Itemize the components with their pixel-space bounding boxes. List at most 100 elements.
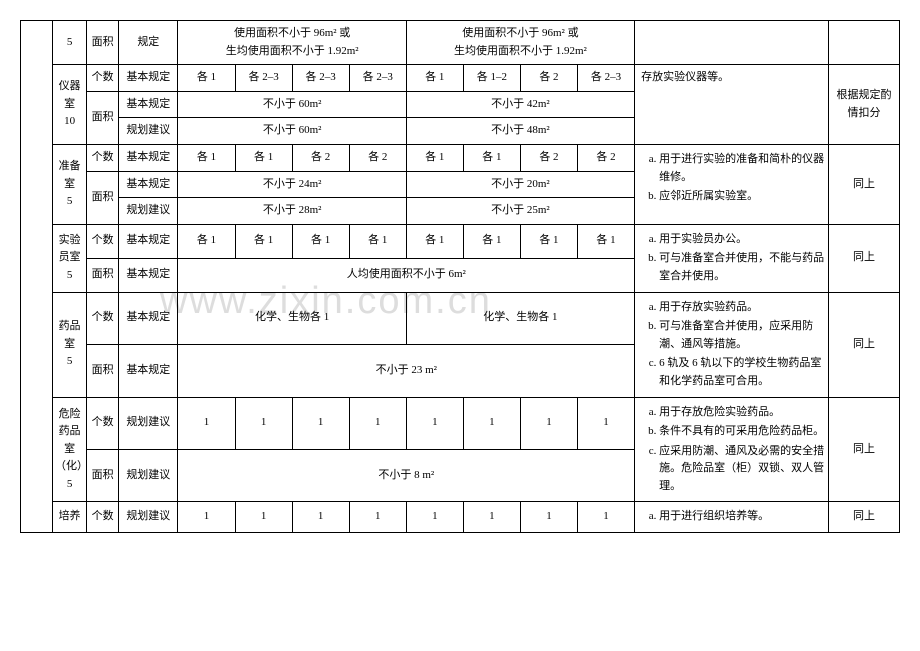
- cell: 各 1: [292, 224, 349, 258]
- cell: 基本规定: [119, 91, 178, 118]
- cell: 基本规定: [119, 258, 178, 292]
- desc-item: 条件不具有的可采用危险药品柜。: [659, 423, 826, 441]
- cell: 1: [463, 397, 520, 449]
- cell-desc: 用于存放实验药品。 可与准备室合并使用，应采用防潮、通风等措施。 6 轨及 6 …: [635, 292, 829, 397]
- cell: 各 1–2: [463, 65, 520, 92]
- cell: 各 2–3: [235, 65, 292, 92]
- cell: 基本规定: [119, 292, 178, 344]
- cell: 基本规定: [119, 171, 178, 198]
- cell: 1: [520, 397, 577, 449]
- rowhead-staff: 实验员室 5: [52, 224, 86, 292]
- cell: 规划建议: [119, 502, 178, 533]
- cell: 不小于 8 m²: [178, 449, 635, 501]
- cell: 基本规定: [119, 345, 178, 397]
- cell: 1: [520, 502, 577, 533]
- cell: 面积: [87, 171, 119, 224]
- cell: 1: [577, 502, 634, 533]
- cell: 各 2: [292, 144, 349, 171]
- cell: 个数: [87, 224, 119, 258]
- cell: 不小于 25m²: [406, 198, 634, 225]
- cell: 规划建议: [119, 449, 178, 501]
- cell: 基本规定: [119, 224, 178, 258]
- desc-item: 用于存放实验药品。: [659, 299, 826, 317]
- rowhead-culture: 培养: [52, 502, 86, 533]
- rowhead-danger: 危险药品室（化） 5: [52, 397, 86, 502]
- cell: 1: [349, 397, 406, 449]
- cell: 1: [178, 502, 235, 533]
- cell: 1: [349, 502, 406, 533]
- cell: 人均使用面积不小于 6m²: [178, 258, 635, 292]
- cell: 各 1: [178, 224, 235, 258]
- cell: 各 1: [235, 144, 292, 171]
- desc-item: 应邻近所属实验室。: [659, 188, 826, 206]
- desc-item: 用于实验员办公。: [659, 231, 826, 249]
- cell: 1: [463, 502, 520, 533]
- cell-right: 使用面积不小于 96m² 或 生均使用面积不小于 1.92m²: [406, 21, 634, 65]
- cell-score: 根据规定酌情扣分: [829, 65, 900, 145]
- cell: 1: [235, 502, 292, 533]
- cell: 各 2–3: [349, 65, 406, 92]
- cell: 各 1: [178, 144, 235, 171]
- cell: 不小于 20m²: [406, 171, 634, 198]
- rowhead-prep: 准备室 5: [52, 144, 86, 224]
- cell: 各 1: [178, 65, 235, 92]
- cell: 规划建议: [119, 118, 178, 145]
- cell-num: 5: [52, 21, 86, 65]
- cell: 各 2: [520, 144, 577, 171]
- spec-table: 5 面积 规定 使用面积不小于 96m² 或 生均使用面积不小于 1.92m² …: [20, 20, 900, 533]
- cell-label: 面积: [87, 21, 119, 65]
- cell: 不小于 60m²: [178, 118, 406, 145]
- cell: 基本规定: [119, 144, 178, 171]
- cell: 各 2–3: [292, 65, 349, 92]
- desc-item: 可与准备室合并使用，应采用防潮、通风等措施。: [659, 318, 826, 353]
- cell-score: 同上: [829, 224, 900, 292]
- cell: 个数: [87, 397, 119, 449]
- cell: 各 1: [406, 65, 463, 92]
- desc-item: 6 轨及 6 轨以下的学校生物药品室和化学药品室可合用。: [659, 355, 826, 390]
- cell: 各 2: [349, 144, 406, 171]
- cell: 1: [406, 502, 463, 533]
- cell-desc: 存放实验仪器等。: [635, 65, 829, 145]
- cell-score: 同上: [829, 502, 900, 533]
- cell: 不小于 60m²: [178, 91, 406, 118]
- cell: 1: [292, 502, 349, 533]
- cell: 化学、生物各 1: [406, 292, 634, 344]
- cell-score: 同上: [829, 144, 900, 224]
- cell: 不小于 28m²: [178, 198, 406, 225]
- cell: 1: [292, 397, 349, 449]
- cell: 不小于 42m²: [406, 91, 634, 118]
- cell: 化学、生物各 1: [178, 292, 406, 344]
- desc-item: 用于存放危险实验药品。: [659, 404, 826, 422]
- cell: 面积: [87, 449, 119, 501]
- cell: 不小于 24m²: [178, 171, 406, 198]
- cell: 面积: [87, 258, 119, 292]
- cell-score: 同上: [829, 397, 900, 502]
- cell: 1: [577, 397, 634, 449]
- cell-left: 使用面积不小于 96m² 或 生均使用面积不小于 1.92m²: [178, 21, 406, 65]
- cell: 各 1: [463, 144, 520, 171]
- cell: 各 2–3: [577, 65, 634, 92]
- desc-item: 用于进行实验的准备和简朴的仪器维修。: [659, 151, 826, 186]
- cell: 面积: [87, 91, 119, 144]
- cell: 个数: [87, 502, 119, 533]
- cell: 各 1: [235, 224, 292, 258]
- cell-spec: 规定: [119, 21, 178, 65]
- cell: 面积: [87, 345, 119, 397]
- cell-score: 同上: [829, 292, 900, 397]
- cell: 规划建议: [119, 397, 178, 449]
- cell: 不小于 48m²: [406, 118, 634, 145]
- cell: 个数: [87, 65, 119, 92]
- cell: 各 1: [577, 224, 634, 258]
- cell: 各 1: [349, 224, 406, 258]
- cell: 各 1: [520, 224, 577, 258]
- cell: 个数: [87, 292, 119, 344]
- cell-desc: 用于实验员办公。 可与准备室合并使用，不能与药品室合并使用。: [635, 224, 829, 292]
- cell-desc: 用于进行组织培养等。: [635, 502, 829, 533]
- desc-item: 应采用防潮、通风及必需的安全措施。危险品室（柜）双锁、双人管理。: [659, 443, 826, 496]
- cell: 规划建议: [119, 198, 178, 225]
- cell: 不小于 23 m²: [178, 345, 635, 397]
- cell: 各 1: [406, 224, 463, 258]
- desc-item: 可与准备室合并使用，不能与药品室合并使用。: [659, 250, 826, 285]
- cell: 各 2: [577, 144, 634, 171]
- cell: 各 2: [520, 65, 577, 92]
